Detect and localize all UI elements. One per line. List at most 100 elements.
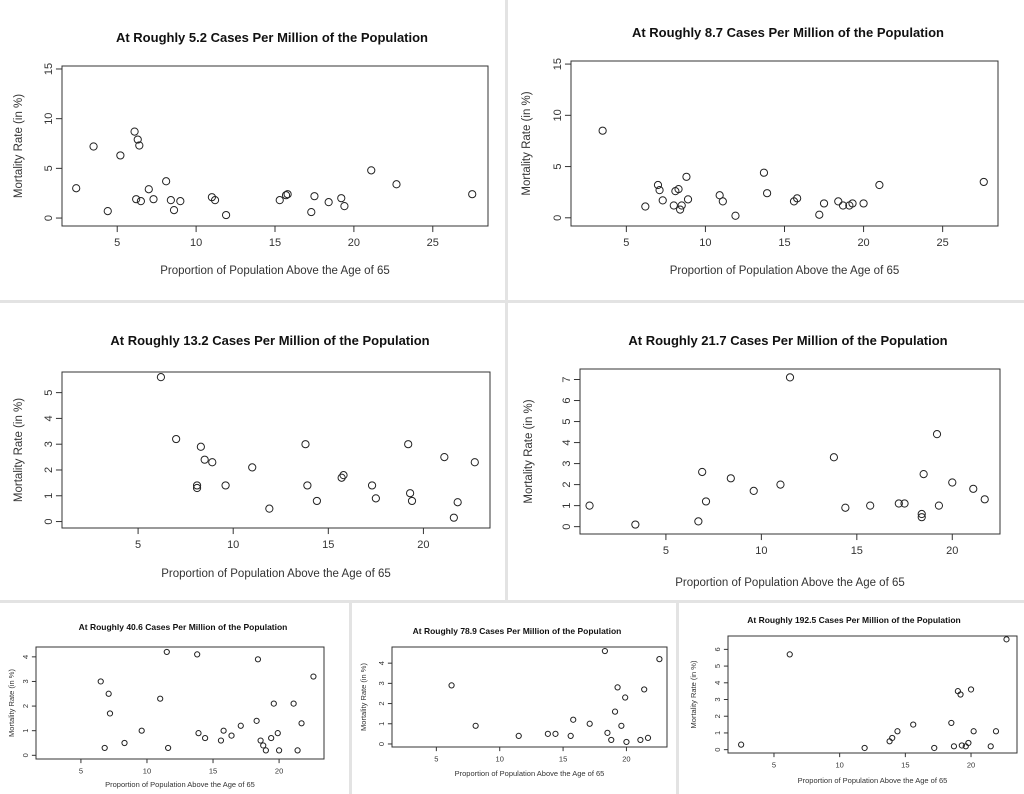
- scatter-panel-8-7: At Roughly 8.7 Cases Per Million of the …: [508, 0, 1024, 300]
- scatter-point: [324, 198, 333, 207]
- x-tick-label: 10: [835, 761, 843, 770]
- y-tick-label: 2: [561, 482, 573, 488]
- scatter-point: [948, 478, 957, 487]
- scatter-point: [838, 201, 848, 210]
- chart-title: At Roughly 8.7 Cases Per Million of the …: [632, 25, 944, 40]
- scatter-point: [676, 205, 685, 214]
- scatter-point: [172, 434, 181, 444]
- scatter-point: [254, 656, 262, 663]
- x-axis-label: Proportion of Population Above the Age o…: [798, 776, 948, 785]
- y-tick-label: 1: [561, 503, 573, 509]
- x-tick-label: 10: [496, 755, 504, 764]
- scatter-point: [298, 720, 305, 727]
- scatter-point: [875, 180, 884, 190]
- scatter-point: [101, 744, 108, 752]
- scatter-point: [133, 135, 142, 144]
- x-tick-label: 5: [663, 545, 669, 557]
- scatter-point: [283, 190, 292, 199]
- scatter-point: [567, 732, 574, 739]
- scatter-point: [138, 727, 145, 734]
- divider-vertical-top: [505, 0, 508, 300]
- scatter-point: [217, 737, 225, 744]
- scatter-plot-40-6: At Roughly 40.6 Cases Per Million of the…: [7, 622, 325, 789]
- scatter-point: [196, 442, 205, 451]
- x-tick-label: 5: [79, 767, 83, 776]
- x-tick-label: 10: [755, 545, 767, 557]
- x-tick-label: 15: [559, 755, 567, 764]
- scatter-point: [132, 195, 141, 204]
- scatter-point: [658, 196, 667, 205]
- scatter-point: [987, 743, 994, 750]
- y-axis-label: Mortality Rate (in %): [7, 669, 16, 737]
- scatter-point: [694, 517, 703, 526]
- scatter-point: [176, 197, 185, 206]
- scatter-point: [290, 700, 297, 707]
- scatter-point: [969, 484, 978, 493]
- x-tick-label: 10: [190, 237, 202, 249]
- x-axis-label: Proportion of Population Above the Age o…: [675, 577, 905, 589]
- scatter-plot-5-2: At Roughly 5.2 Cases Per Million of the …: [13, 30, 489, 277]
- scatter-point: [257, 737, 264, 744]
- scatter-point: [731, 211, 740, 220]
- x-axis-label: Proportion of Population Above the Age o…: [161, 568, 391, 580]
- scatter-point: [149, 195, 158, 204]
- scatter-point: [136, 197, 145, 206]
- x-tick-label: 5: [772, 761, 776, 770]
- x-axis-label: Proportion of Population Above the Age o…: [455, 769, 605, 778]
- scatter-panel-192-5: At Roughly 192.5 Cases Per Million of th…: [679, 603, 1024, 794]
- y-axis-label: Mortality Rate (in %): [359, 663, 368, 731]
- x-tick-label: 15: [269, 237, 281, 249]
- scatter-point: [116, 151, 125, 160]
- scatter-point: [631, 520, 640, 529]
- x-tick-label: 20: [946, 545, 958, 557]
- scatter-point: [622, 694, 629, 701]
- scatter-point: [310, 192, 319, 201]
- y-tick-label: 1: [713, 731, 722, 735]
- y-tick-label: 1: [43, 493, 55, 499]
- scatter-point: [453, 498, 462, 507]
- scatter-point: [337, 194, 346, 203]
- scatter-point: [859, 199, 868, 208]
- scatter-point: [682, 172, 691, 181]
- y-tick-label: 2: [43, 467, 55, 473]
- scatter-point: [683, 195, 693, 204]
- scatter-panel-78-9: At Roughly 78.9 Cases Per Million of the…: [352, 603, 676, 794]
- x-tick-label: 20: [275, 767, 283, 776]
- x-tick-label: 20: [417, 539, 429, 551]
- y-tick-label: 6: [561, 397, 573, 403]
- scatter-point: [440, 452, 449, 462]
- y-tick-label: 3: [43, 441, 55, 447]
- scatter-point: [644, 734, 652, 742]
- scatter-point: [221, 481, 230, 490]
- plot-frame: [391, 646, 668, 748]
- scatter-point: [889, 734, 896, 742]
- scatter-point: [656, 656, 663, 663]
- scatter-point: [641, 202, 650, 211]
- x-tick-label: 5: [135, 539, 141, 551]
- scatter-point: [310, 673, 317, 680]
- chart-title: At Roughly 40.6 Cases Per Million of the…: [79, 622, 288, 632]
- y-tick-label: 4: [713, 681, 722, 685]
- scatter-point: [861, 744, 868, 752]
- scatter-point: [776, 480, 785, 489]
- y-axis-label: Mortality Rate (in %): [521, 91, 533, 195]
- scatter-point: [156, 373, 166, 382]
- scatter-point: [515, 732, 522, 739]
- scatter-point: [763, 189, 772, 198]
- scatter-plot-78-9: At Roughly 78.9 Cases Per Million of the…: [359, 626, 668, 778]
- scatter-point: [468, 190, 477, 199]
- scatter-point: [106, 710, 114, 717]
- y-tick-label: 1: [21, 729, 30, 733]
- scatter-point: [669, 201, 678, 210]
- divider-horizontal-2: [0, 600, 1024, 603]
- y-tick-label: 5: [552, 163, 564, 169]
- y-tick-label: 15: [43, 63, 55, 75]
- y-tick-label: 4: [43, 415, 55, 421]
- scatter-point: [208, 458, 217, 467]
- scatter-point: [135, 141, 144, 150]
- scatter-point: [275, 196, 284, 205]
- scatter-point: [718, 197, 727, 206]
- scatter-point: [819, 199, 829, 208]
- scatter-plot-192-5: At Roughly 192.5 Cases Per Million of th…: [689, 615, 1018, 785]
- plot-frame: [579, 368, 1001, 535]
